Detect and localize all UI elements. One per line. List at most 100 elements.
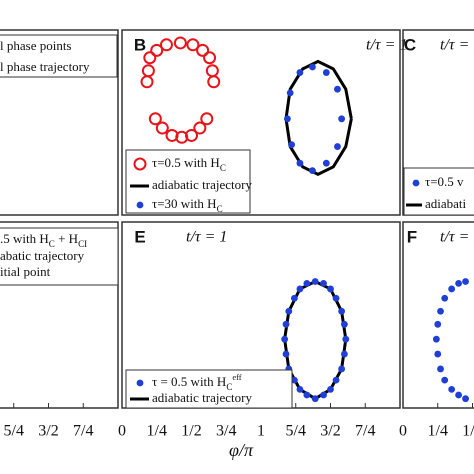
plot-area	[13, 403, 84, 408]
x-tick-label: 1/2	[462, 423, 474, 440]
x-tick-label: 5/4	[286, 423, 306, 440]
data-point	[311, 395, 319, 403]
data-point	[205, 64, 219, 78]
data-point	[338, 307, 346, 315]
x-tick-label: 1/4	[428, 423, 448, 440]
legend-label: abatic trajectory	[0, 248, 85, 263]
data-point	[441, 376, 449, 384]
data-point	[148, 112, 162, 126]
x-tick-label: 3/4	[216, 423, 236, 440]
panel: 0 1/4 1/2 Ft/τ = 1	[399, 221, 474, 440]
x-tick-label: 5/4	[4, 423, 24, 440]
text-part: C	[220, 163, 226, 173]
text-part: C	[217, 204, 223, 214]
panel-frame	[402, 29, 474, 216]
data-point	[437, 307, 444, 315]
data-point	[448, 285, 456, 293]
data-point	[159, 38, 173, 52]
data-point	[290, 376, 298, 384]
panel: τ=0.5 v adiabati Ct/τ = 1	[402, 29, 474, 216]
data-point	[338, 365, 346, 373]
x-tick-label: 1/4	[147, 423, 167, 440]
data-point	[303, 391, 311, 399]
data-point	[320, 391, 327, 399]
legend-label: .5 with HC + HCI	[0, 231, 87, 249]
panel-annotation: t/τ = 1	[440, 229, 474, 246]
legend-marker	[136, 379, 144, 387]
panel-frame	[0, 29, 119, 216]
x-tick-label: 7/4	[355, 423, 375, 440]
data-point	[432, 335, 440, 343]
panel-annotation: t/τ = 1	[440, 37, 474, 54]
text-part: C	[49, 239, 55, 249]
data-point	[338, 115, 346, 123]
data-point	[155, 121, 169, 135]
panel-annotation: t/τ = 1	[186, 229, 227, 246]
data-point	[286, 89, 294, 97]
panel-label: F	[407, 227, 417, 246]
legend-label: itial point	[0, 264, 51, 279]
text-part: .5 with H	[0, 231, 49, 246]
data-point	[342, 335, 350, 343]
data-point	[448, 386, 456, 393]
data-point	[332, 294, 340, 302]
data-point	[341, 320, 348, 328]
x-tick-label: 0	[118, 423, 126, 440]
legend-label: l phase trajectory	[0, 59, 90, 74]
data-point	[173, 36, 187, 50]
panel-frame	[0, 221, 119, 409]
data-point	[434, 320, 442, 328]
legend-label: adiabati	[425, 196, 467, 211]
panel-annotation: t/τ = 1	[366, 37, 407, 54]
data-point	[462, 278, 469, 285]
data-point	[334, 85, 341, 93]
text-part: τ=0.5 with H	[152, 155, 220, 170]
x-tick-label: 7/4	[73, 423, 93, 440]
text-part: τ=30 with H	[152, 196, 217, 211]
text-part: C	[226, 382, 232, 392]
legend-label: adiabatic trajectory	[152, 390, 252, 405]
data-point	[332, 376, 340, 384]
panel: l phase points l phase trajectory	[0, 29, 119, 216]
legend-label: τ=0.5 v	[425, 174, 464, 189]
panel: 0 1/4 1/2 3/4 1 5/4 3/2 7/4τ = 0.5 with HCeffad…	[118, 221, 401, 440]
x-tick-label: 3/2	[38, 423, 58, 440]
data-point	[296, 285, 304, 293]
data-point	[296, 386, 304, 393]
panel-label: C	[404, 35, 416, 54]
data-point	[341, 350, 348, 358]
x-tick-label: 1	[257, 423, 265, 440]
legend-marker	[136, 201, 144, 209]
plot-area	[122, 278, 366, 408]
text-part: + H	[55, 231, 78, 246]
data-point	[140, 75, 154, 89]
data-point	[196, 43, 210, 57]
data-point	[322, 69, 330, 76]
data-point	[185, 128, 198, 142]
data-point	[282, 320, 290, 328]
data-point	[143, 51, 157, 65]
plot-area	[140, 36, 353, 176]
legend-box	[0, 227, 119, 286]
legend-box	[0, 34, 118, 78]
data-point	[462, 395, 469, 403]
panel-frame	[121, 29, 401, 216]
data-point	[311, 278, 319, 285]
x-tick-label: 3/2	[320, 423, 340, 440]
legend-label: l phase points	[0, 38, 72, 53]
data-point	[141, 64, 155, 78]
data-point	[441, 294, 449, 302]
panel-frame	[402, 221, 474, 409]
data-point	[309, 63, 316, 71]
legend-marker	[133, 157, 147, 171]
data-point	[309, 167, 316, 175]
data-point	[455, 391, 462, 399]
data-point	[437, 365, 444, 373]
data-point	[327, 386, 334, 393]
panel-label: B	[134, 35, 146, 54]
data-point	[303, 279, 311, 287]
legend-label: adiabatic trajectory	[152, 177, 252, 192]
